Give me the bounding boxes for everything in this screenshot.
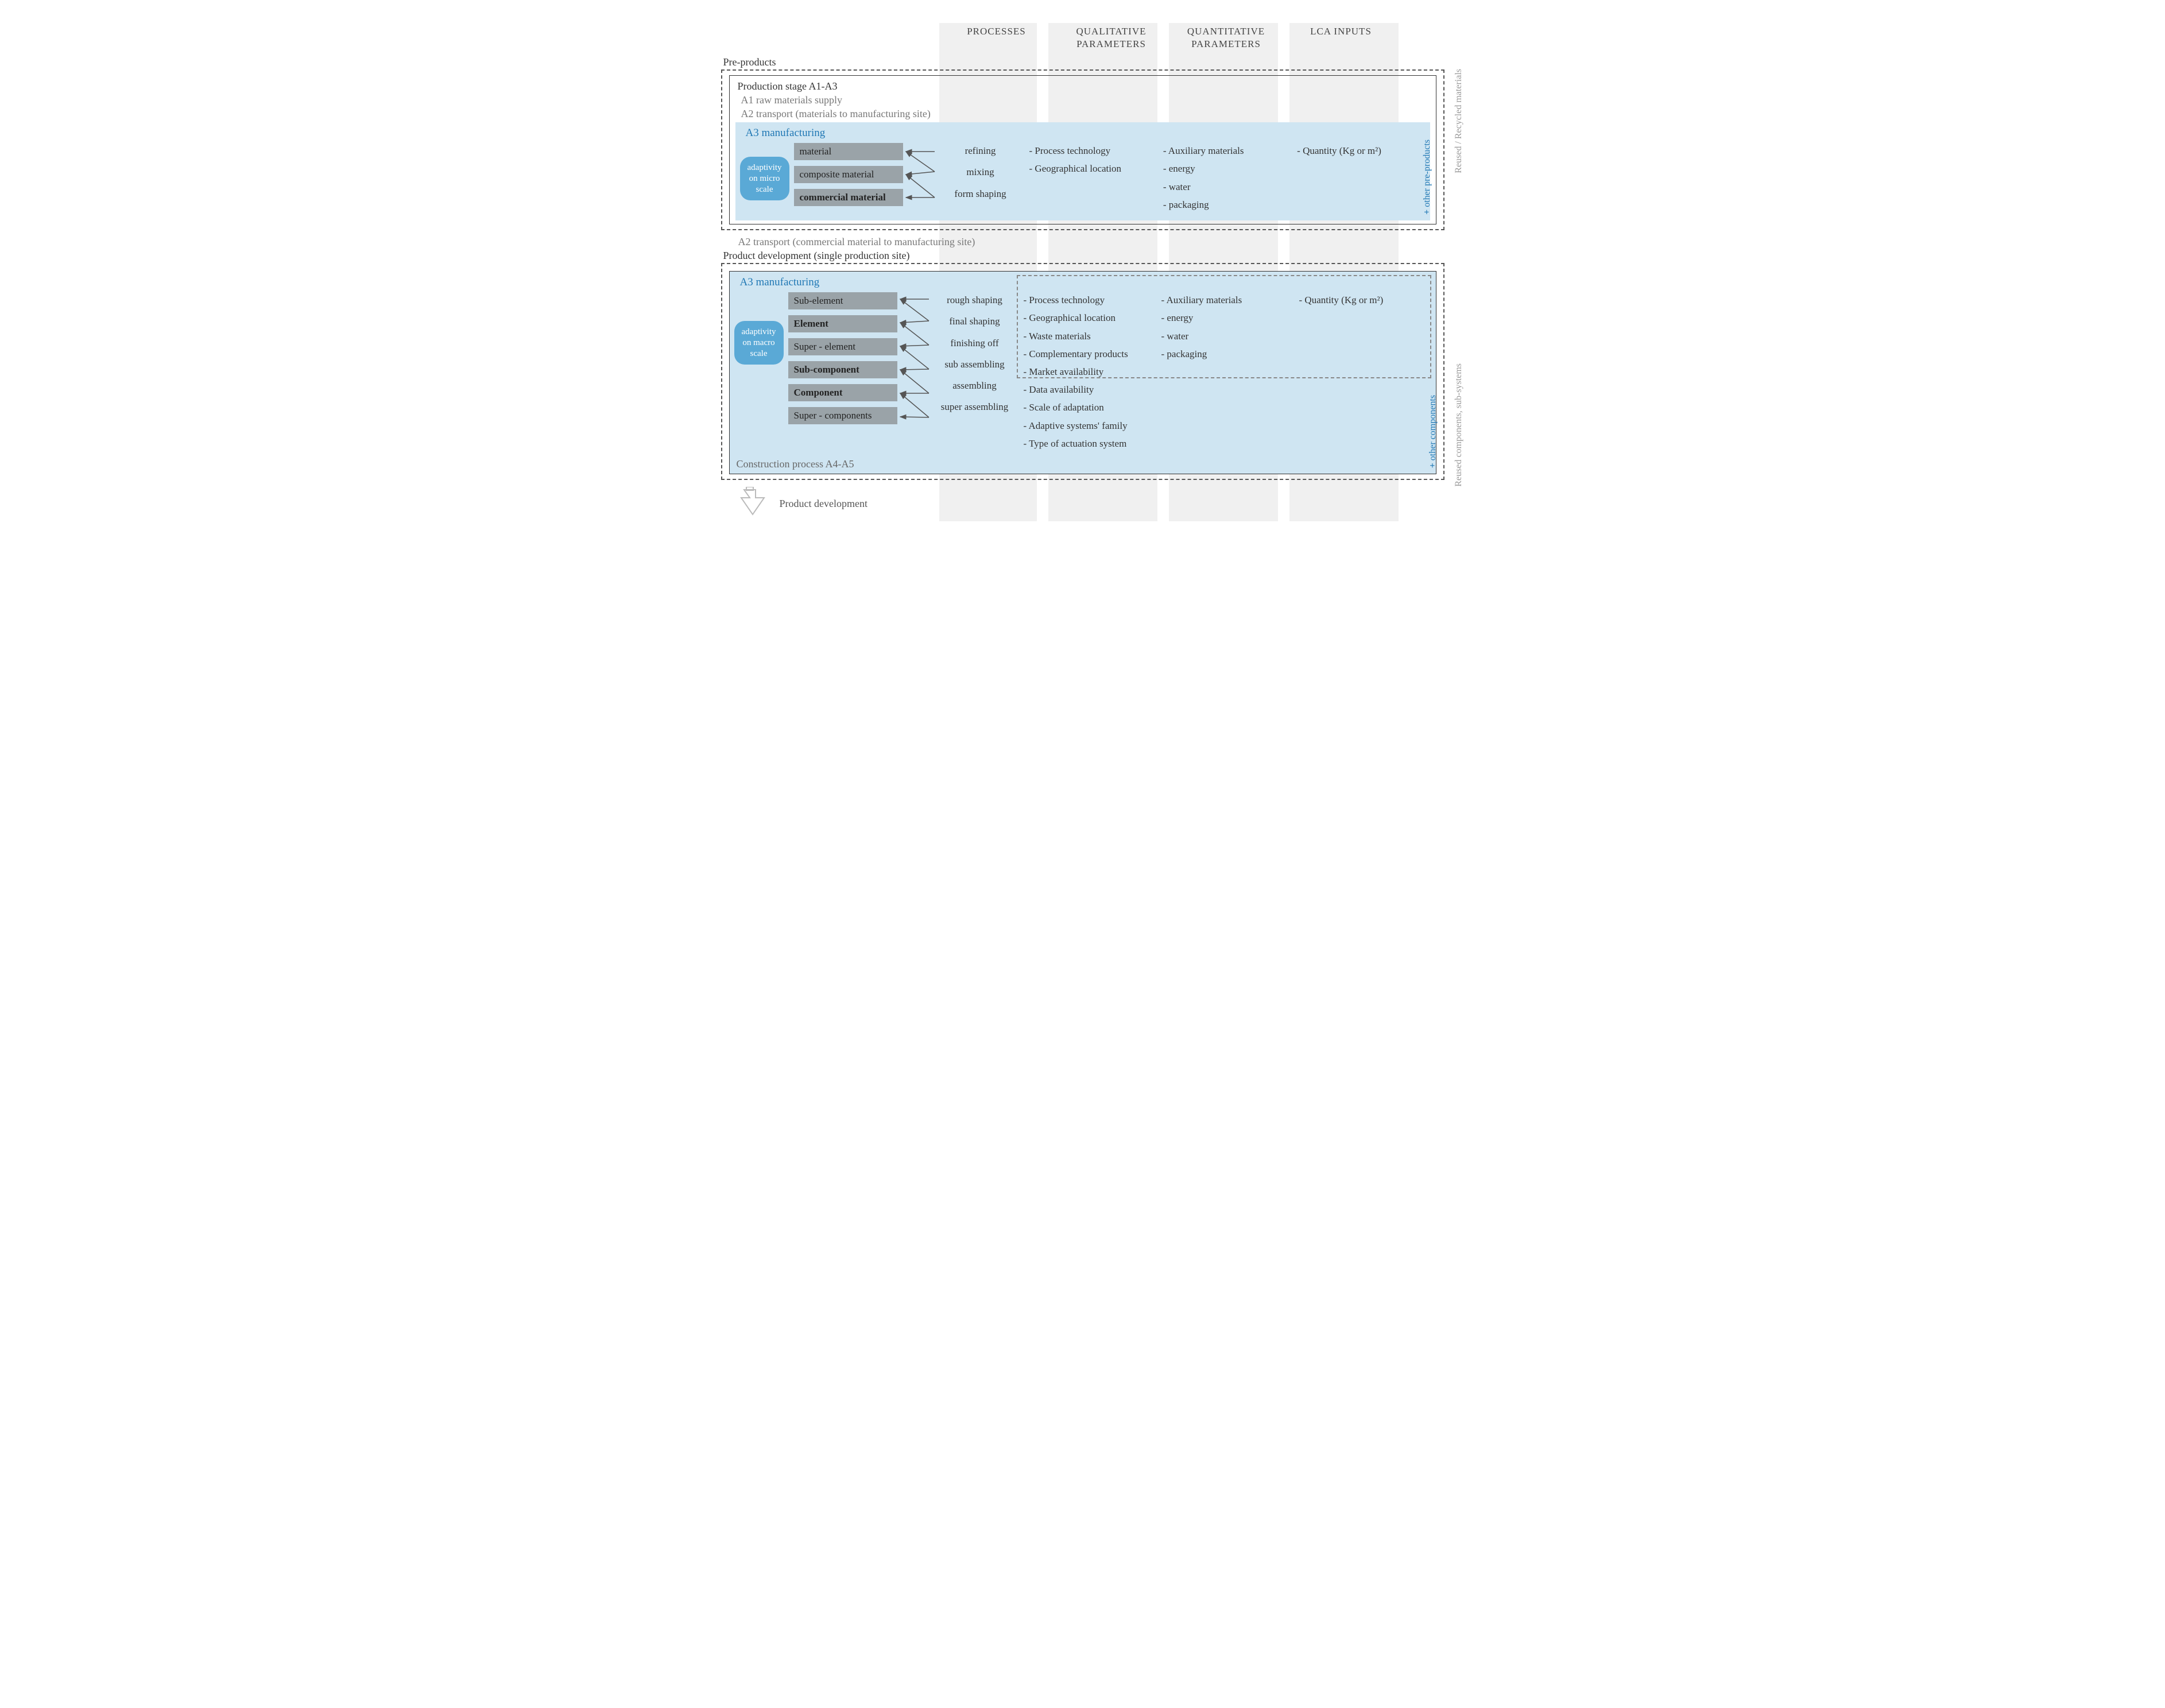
list-item: - Auxiliary materials bbox=[1161, 292, 1288, 308]
chip: composite material bbox=[794, 166, 903, 183]
processes-2: rough shaping final shaping finishing off s… bbox=[932, 292, 1018, 420]
lca-1: - Quantity (Kg or m²) bbox=[1291, 143, 1425, 161]
section2-title: Product development (single production s… bbox=[723, 250, 1444, 262]
chip: Component bbox=[788, 384, 897, 401]
list-item: - packaging bbox=[1161, 346, 1288, 362]
badge-micro: adaptivity on micro scale bbox=[740, 157, 789, 200]
a2-after: A2 transport (commercial material to man… bbox=[738, 236, 1444, 248]
arrows-1 bbox=[903, 143, 938, 215]
chip: material bbox=[794, 143, 903, 160]
header-qualitative: QUALITATIVE PARAMETERS bbox=[1054, 23, 1169, 53]
a2-label: A2 transport (materials to manufacturing… bbox=[741, 108, 1430, 120]
list-item: - Process technology bbox=[1029, 143, 1152, 158]
chip: Sub-component bbox=[788, 361, 897, 378]
list-item: - Type of actuation system bbox=[1024, 436, 1150, 451]
list-item: - Quantity (Kg or m²) bbox=[1297, 143, 1419, 158]
list-item: - water bbox=[1163, 179, 1285, 195]
side-label-1-text: other pre-products bbox=[1422, 140, 1432, 207]
arrow-svg-2 bbox=[897, 292, 932, 436]
chip: Sub-element bbox=[788, 292, 897, 309]
list-item: - Waste materials bbox=[1024, 328, 1150, 344]
footer-arrow-label: Product development bbox=[780, 498, 867, 510]
list-item: - Quantity (Kg or m²) bbox=[1299, 292, 1426, 308]
arrows-2 bbox=[897, 292, 932, 439]
process-item: refining bbox=[943, 143, 1018, 158]
list-item: - Process technology bbox=[1024, 292, 1150, 308]
chips-1: material composite material commercial mat… bbox=[794, 143, 903, 206]
section1-blue: A3 manufacturing adaptivity on micro sca… bbox=[735, 122, 1430, 220]
list-item: - Market availability bbox=[1024, 364, 1150, 379]
header-lca: LCA INPUTS bbox=[1284, 23, 1399, 53]
list-item: - Scale of adaptation bbox=[1024, 400, 1150, 415]
list-item: - energy bbox=[1163, 161, 1285, 176]
qualitative-1: - Process technology - Geographical locat… bbox=[1024, 143, 1157, 179]
list-item: - Adaptive systems' family bbox=[1024, 418, 1150, 433]
quantitative-1: - Auxiliary materials - energy - water - pa… bbox=[1157, 143, 1291, 215]
section1-row: adaptivity on micro scale material compos… bbox=[740, 143, 1426, 215]
chip: Super - element bbox=[788, 338, 897, 355]
process-item: final shaping bbox=[938, 313, 1012, 329]
list-item: - Data availability bbox=[1024, 382, 1150, 397]
a1-label: A1 raw materials supply bbox=[741, 94, 1430, 106]
right-label-bottom: Reused components, sub-systems bbox=[1454, 363, 1464, 487]
list-item: - Geographical location bbox=[1029, 161, 1152, 176]
list-item: - packaging bbox=[1163, 197, 1285, 212]
down-arrow-icon bbox=[733, 487, 773, 521]
header-processes: PROCESSES bbox=[939, 23, 1054, 53]
qualitative-2: - Process technology - Geographical locat… bbox=[1018, 292, 1156, 454]
side-label-2: + other components bbox=[1428, 395, 1438, 468]
list-item: - water bbox=[1161, 328, 1288, 344]
section1-outer: Production stage A1-A3 A1 raw materials … bbox=[721, 69, 1444, 230]
arrow-svg-1 bbox=[903, 143, 938, 212]
list-item: - Complementary products bbox=[1024, 346, 1150, 362]
quantitative-2: - Auxiliary materials - energy - water - pa… bbox=[1156, 292, 1293, 364]
diagram-root: PROCESSES QUALITATIVE PARAMETERS QUANTIT… bbox=[721, 23, 1444, 521]
process-item: finishing off bbox=[938, 335, 1012, 351]
process-item: super assembling bbox=[938, 399, 1012, 415]
chips-2: Sub-element Element Super - element Sub-com… bbox=[788, 292, 897, 424]
construction-label: Construction process A4-A5 bbox=[737, 458, 1431, 470]
badge-macro: adaptivity on macro scale bbox=[734, 321, 784, 365]
header-quantitative: QUANTITATIVE PARAMETERS bbox=[1169, 23, 1284, 53]
right-label-top: Reused / Recycled materials bbox=[1454, 69, 1464, 173]
list-item: - Geographical location bbox=[1024, 310, 1150, 326]
process-item: rough shaping bbox=[938, 292, 1012, 308]
section2-blue: A3 manufacturing adaptivity on macro sca… bbox=[729, 271, 1436, 474]
section2-row: adaptivity on macro scale Sub-element Ele… bbox=[734, 292, 1431, 454]
process-item: mixing bbox=[943, 164, 1018, 180]
section1-title: Production stage A1-A3 bbox=[738, 80, 1430, 92]
side-label-1: + other pre-products bbox=[1422, 140, 1432, 215]
section2-outer: A3 manufacturing adaptivity on macro sca… bbox=[721, 263, 1444, 480]
chip: Super - components bbox=[788, 407, 897, 424]
list-item: - energy bbox=[1161, 310, 1288, 326]
chip: commercial material bbox=[794, 189, 903, 206]
a3-title-2: A3 manufacturing bbox=[740, 276, 1431, 289]
chip: Element bbox=[788, 315, 897, 332]
pre-products-label: Pre-products bbox=[723, 56, 1444, 68]
lca-2: - Quantity (Kg or m²) bbox=[1293, 292, 1431, 310]
list-item: - Auxiliary materials bbox=[1163, 143, 1285, 158]
processes-1: refining mixing form shaping bbox=[938, 143, 1024, 207]
footer-arrow: Product development bbox=[733, 487, 1444, 521]
side-label-2-text: other components bbox=[1428, 395, 1438, 460]
section1-inner: Production stage A1-A3 A1 raw materials … bbox=[729, 75, 1436, 224]
column-headers: PROCESSES QUALITATIVE PARAMETERS QUANTIT… bbox=[939, 23, 1399, 53]
process-item: form shaping bbox=[943, 186, 1018, 202]
a3-title-1: A3 manufacturing bbox=[746, 127, 1426, 140]
process-item: assembling bbox=[938, 378, 1012, 393]
process-item: sub assembling bbox=[938, 357, 1012, 372]
